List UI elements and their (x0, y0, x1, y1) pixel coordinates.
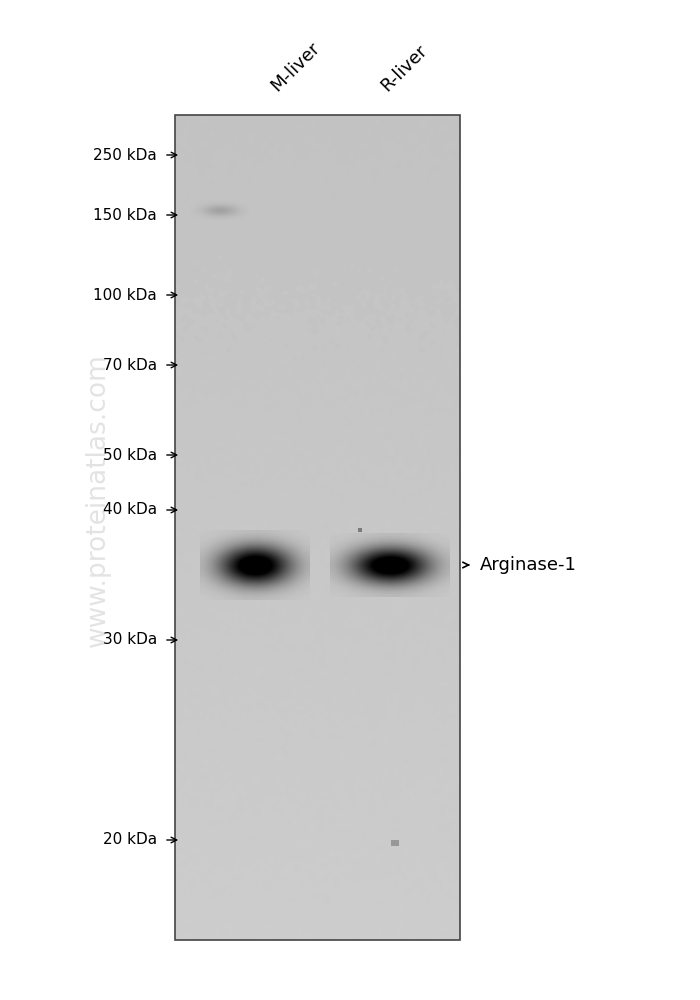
Text: 40 kDa: 40 kDa (103, 502, 157, 518)
Text: 50 kDa: 50 kDa (103, 448, 157, 462)
Bar (175, 115, 460, 940)
Text: 30 kDa: 30 kDa (103, 633, 157, 648)
Text: 100 kDa: 100 kDa (93, 288, 157, 302)
Text: Arginase-1: Arginase-1 (480, 556, 577, 574)
Text: 150 kDa: 150 kDa (93, 208, 157, 223)
Text: 70 kDa: 70 kDa (103, 358, 157, 372)
Text: R-liver: R-liver (377, 41, 430, 95)
Text: www.proteinatlas.com: www.proteinatlas.com (85, 353, 111, 647)
Text: 20 kDa: 20 kDa (103, 832, 157, 848)
Text: M-liver: M-liver (267, 39, 323, 95)
Text: 250 kDa: 250 kDa (93, 147, 157, 162)
